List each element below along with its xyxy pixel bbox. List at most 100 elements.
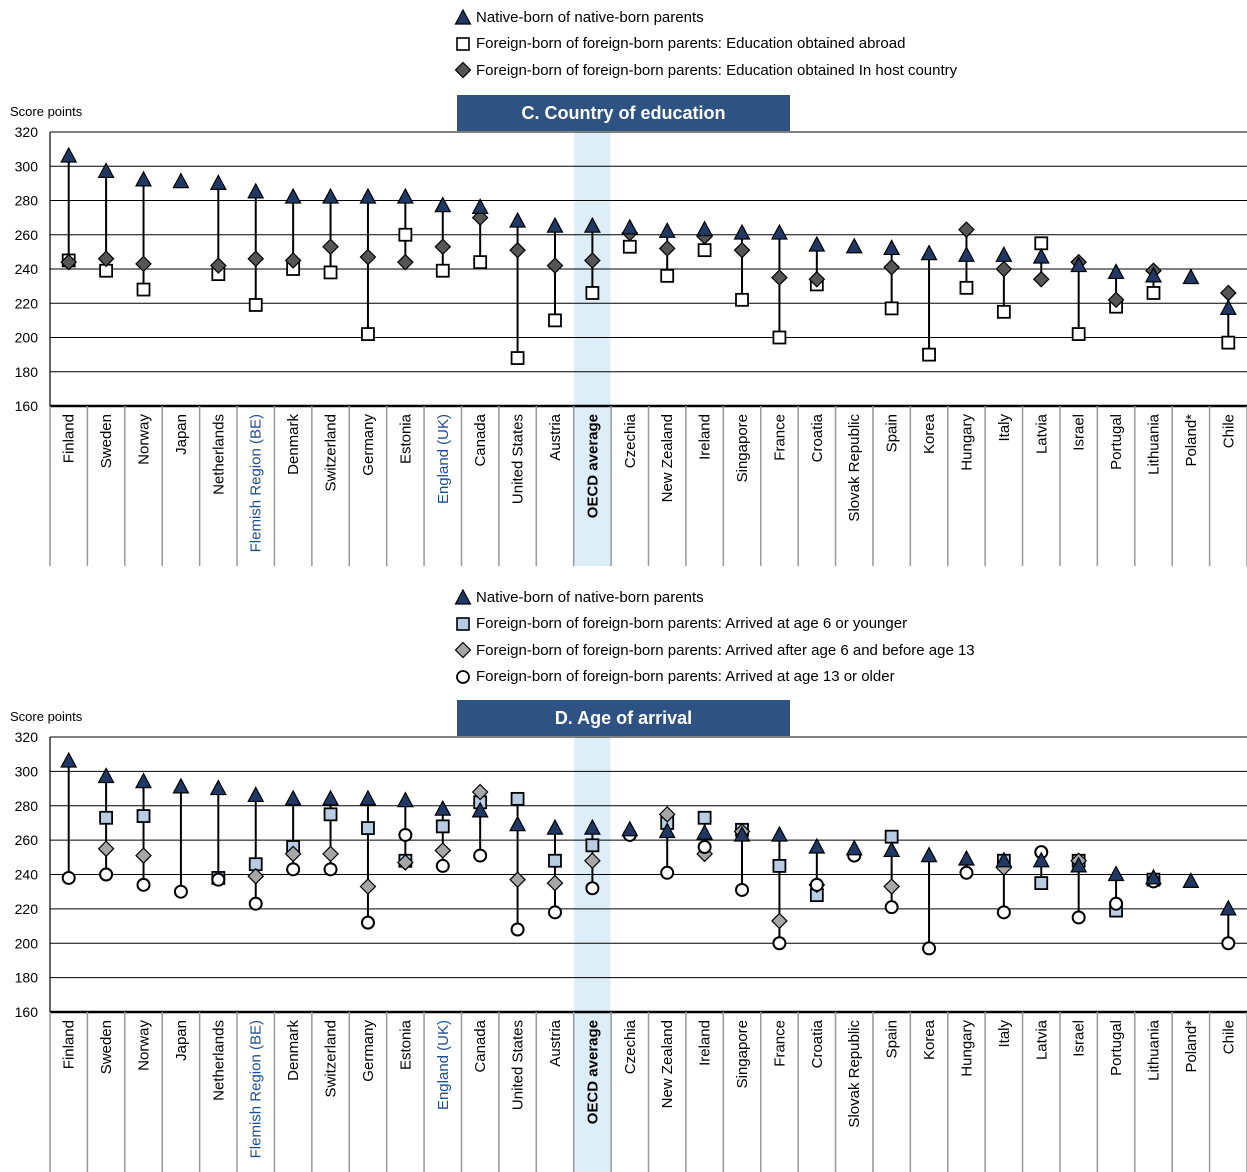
triangle-point-denmark <box>284 789 302 806</box>
panel-title-box <box>457 700 790 736</box>
square-point-estonia <box>398 227 413 242</box>
x-tick-label-korea: Korea <box>921 413 938 454</box>
square-point-switzerland <box>323 807 338 822</box>
x-tick-label-singapore: Singapore <box>734 1020 751 1088</box>
diamond-point-sweden <box>97 840 115 858</box>
y-tick-label: 280 <box>15 798 39 814</box>
diamond-point-canada <box>471 783 489 801</box>
triangle-point-england-uk <box>434 799 452 816</box>
triangle-point-switzerland <box>322 789 340 806</box>
y-tick-label: 300 <box>15 158 39 174</box>
y-tick-label: 180 <box>15 364 39 380</box>
circle-point-united-states <box>510 922 525 937</box>
square-point-ireland <box>697 810 712 825</box>
diamond-point-flemish-region-be <box>247 867 265 885</box>
triangle-point-netherlands <box>209 779 227 796</box>
triangle-point-ireland <box>696 823 714 840</box>
square-point-singapore <box>735 292 749 307</box>
triangle-point-united-states <box>509 815 527 832</box>
x-tick-label-austria: Austria <box>547 1019 564 1066</box>
legend-item-age-6-13: Foreign-born of foreign-born parents: Ar… <box>454 637 975 664</box>
diamond-icon <box>454 641 472 659</box>
triangle-icon <box>454 588 472 605</box>
diamond-point-croatia <box>808 270 826 288</box>
triangle-point-new-zealand <box>658 822 676 839</box>
x-tick-label-switzerland: Switzerland <box>323 414 340 492</box>
triangle-point-spain <box>883 239 901 256</box>
x-tick-label-netherlands: Netherlands <box>210 414 227 495</box>
square-point-oecd-average <box>585 286 600 300</box>
square-point-germany <box>361 327 375 341</box>
diamond-point-france <box>771 269 788 286</box>
diamond-point-latvia <box>1032 270 1050 288</box>
diamond-point-oecd-average <box>584 852 601 870</box>
diamond-point-switzerland <box>322 845 339 863</box>
triangle-point-israel <box>1070 256 1088 273</box>
panel-title-box <box>457 95 790 131</box>
triangle-point-portugal <box>1107 865 1125 882</box>
x-tick-label-chile: Chile <box>1220 414 1237 448</box>
diamond-point-oecd-average <box>584 252 601 269</box>
square-point-korea <box>922 347 936 362</box>
x-tick-label-netherlands: Netherlands <box>210 1020 227 1101</box>
diamond-icon <box>454 61 472 79</box>
triangle-point-austria <box>546 818 564 835</box>
triangle-point-japan <box>172 777 190 794</box>
diamond-point-chile <box>1219 284 1237 302</box>
diamond-point-new-zealand <box>658 240 676 257</box>
triangle-point-new-zealand <box>658 222 676 238</box>
legend-item-native-d: Native-born of native-born parents <box>454 584 975 611</box>
circle-point-england-uk <box>435 858 450 873</box>
circle-point-italy <box>996 905 1011 920</box>
x-tick-label-oecd-average: OECD average <box>584 414 601 518</box>
x-tick-label-hungary: Hungary <box>958 1020 975 1077</box>
triangle-point-latvia <box>1032 851 1050 868</box>
triangle-point-hungary <box>957 849 975 866</box>
circle-point-denmark <box>286 862 301 877</box>
square-point-sweden <box>99 810 114 825</box>
triangle-point-latvia <box>1032 247 1050 264</box>
circle-point-japan <box>173 884 188 899</box>
panel-title: D. Age of arrival <box>555 708 692 728</box>
x-tick-label-poland: Poland* <box>1183 414 1200 467</box>
y-tick-label: 240 <box>15 261 39 277</box>
circle-point-estonia <box>398 827 413 842</box>
triangle-point-lithuania <box>1144 266 1162 283</box>
diamond-point-italy <box>995 260 1013 278</box>
triangle-point-hungary <box>957 246 975 262</box>
x-tick-label-czechia: Czechia <box>622 413 639 468</box>
x-tick-label-new-zealand: New Zealand <box>659 1020 676 1108</box>
circle-point-canada <box>473 848 488 863</box>
square-point-france <box>772 330 787 345</box>
x-tick-label-latvia: Latvia <box>1033 413 1050 454</box>
square-point-hungary <box>959 280 974 295</box>
y-tick-label: 200 <box>15 935 39 951</box>
square-point-chile <box>1221 335 1236 350</box>
triangle-point-italy <box>995 851 1013 868</box>
triangle-point-croatia <box>808 235 826 252</box>
triangle-point-chile <box>1219 899 1237 916</box>
diamond-point-sweden <box>97 250 115 268</box>
triangle-point-lithuania <box>1144 868 1162 885</box>
x-tick-label-denmark: Denmark <box>285 1020 302 1081</box>
triangle-icon <box>454 8 472 25</box>
x-tick-label-france: France <box>771 1020 788 1067</box>
y-axis-label: Score points <box>10 709 83 724</box>
diamond-point-austria <box>546 874 564 892</box>
circle-point-norway <box>136 877 151 892</box>
diamond-point-flemish-region-be <box>247 250 265 268</box>
x-tick-label-denmark: Denmark <box>285 414 302 475</box>
x-tick-label-flemish-region-be: Flemish Region (BE) <box>248 414 265 552</box>
diamond-point-spain <box>883 258 900 276</box>
y-tick-label: 320 <box>15 124 39 140</box>
y-tick-label: 160 <box>15 1004 39 1020</box>
legend-label: Foreign-born of foreign-born parents: Ar… <box>476 615 908 633</box>
x-tick-label-lithuania: Lithuania <box>1145 413 1162 475</box>
x-tick-label-croatia: Croatia <box>809 413 826 462</box>
triangle-point-norway <box>135 772 153 789</box>
square-point-spain <box>884 301 899 316</box>
circle-point-germany <box>360 915 375 930</box>
circle-point-switzerland <box>323 862 338 877</box>
x-tick-label-slovak-republic: Slovak Republic <box>846 414 863 522</box>
